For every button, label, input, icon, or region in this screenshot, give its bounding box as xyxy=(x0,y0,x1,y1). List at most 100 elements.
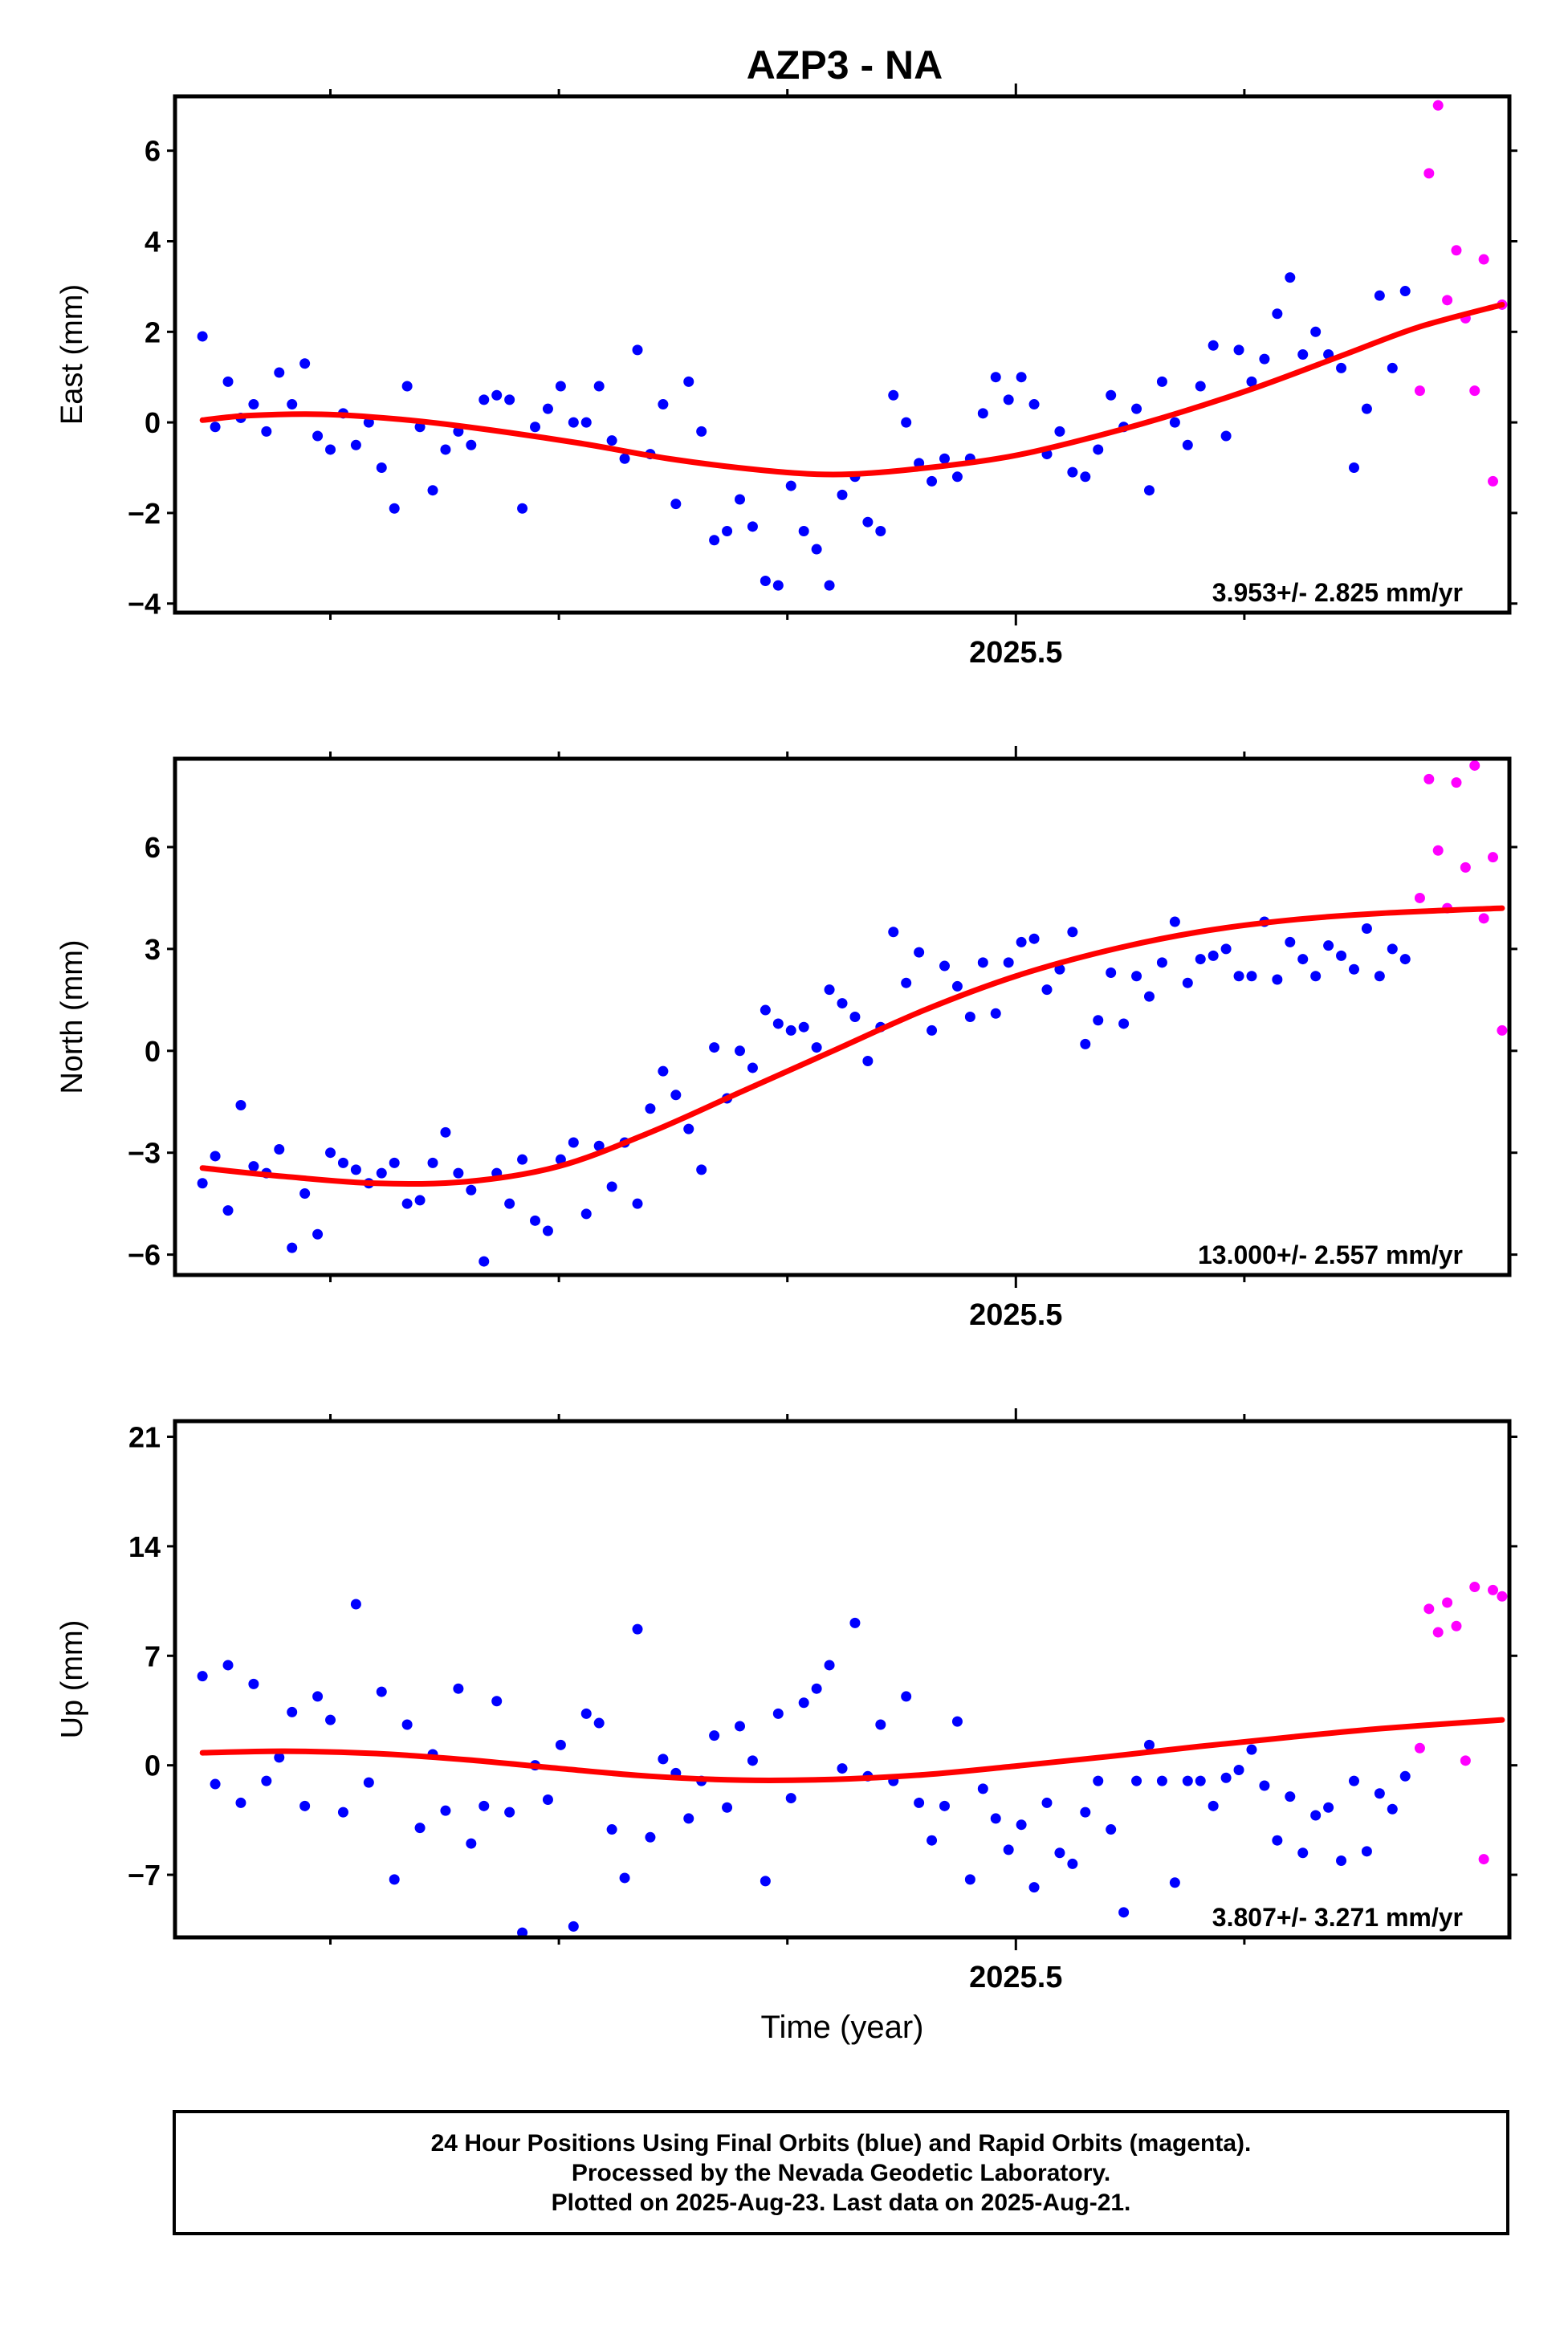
east-final-point xyxy=(530,422,541,433)
up-final-point xyxy=(927,1835,938,1846)
up-final-point xyxy=(785,1793,796,1804)
up-final-point xyxy=(1067,1858,1078,1869)
north-final-point xyxy=(1041,984,1053,996)
east-final-point xyxy=(580,417,592,428)
up-final-point xyxy=(722,1802,733,1813)
north-final-point xyxy=(1220,943,1232,955)
east-final-point xyxy=(990,372,1001,383)
up-final-point xyxy=(760,1876,771,1887)
north-final-point xyxy=(210,1151,221,1162)
east-final-point xyxy=(862,516,874,528)
east-final-point xyxy=(299,358,311,369)
north-final-point xyxy=(760,1004,771,1016)
north-rapid-point xyxy=(1497,1024,1508,1036)
east-final-point xyxy=(312,430,324,442)
east-rapid-point xyxy=(1488,475,1499,487)
east-rapid-point xyxy=(1432,100,1444,111)
east-points xyxy=(197,100,1508,591)
east-xtick-label: 2025.5 xyxy=(969,636,1062,670)
east-rapid-point xyxy=(1414,385,1425,397)
up-final-point xyxy=(964,1874,975,1885)
up-final-point xyxy=(645,1831,656,1843)
north-final-point xyxy=(632,1198,643,1209)
east-ytick-label: 2 xyxy=(145,316,161,348)
north-final-point xyxy=(453,1167,464,1179)
up-final-point xyxy=(1399,1770,1411,1782)
north-final-point xyxy=(593,1140,605,1151)
up-final-point xyxy=(555,1739,566,1750)
east-final-point xyxy=(811,544,822,555)
up-final-point xyxy=(1093,1775,1104,1786)
north-final-point xyxy=(811,1042,822,1053)
up-final-point xyxy=(1169,1877,1180,1888)
north-final-point xyxy=(1387,943,1398,955)
north-final-point xyxy=(414,1195,426,1206)
east-final-point xyxy=(1399,286,1411,297)
footer-line-orbits: 24 Hour Positions Using Final Orbits (bl… xyxy=(430,2129,1252,2157)
up-points xyxy=(197,1582,1508,1937)
east-final-point xyxy=(389,503,400,514)
up-final-point xyxy=(1336,1855,1347,1867)
east-final-point xyxy=(772,580,784,591)
east-final-point xyxy=(1143,485,1155,496)
north-final-point xyxy=(645,1103,656,1114)
up-final-point xyxy=(1233,1765,1244,1776)
north-final-point xyxy=(939,960,950,972)
up-final-point xyxy=(274,1752,285,1763)
east-final-point xyxy=(1348,462,1359,474)
east-ytick-label: 0 xyxy=(145,406,161,439)
east-final-point xyxy=(363,417,374,428)
north-final-point xyxy=(1118,1018,1130,1029)
east-final-point xyxy=(837,489,848,500)
up-rapid-point xyxy=(1432,1627,1444,1638)
up-final-point xyxy=(440,1805,451,1816)
north-final-point xyxy=(376,1167,387,1179)
north-final-point xyxy=(1348,963,1359,975)
up-y-axis-label: Up (mm) xyxy=(55,1620,89,1739)
x-axis-label: Time (year) xyxy=(761,2010,924,2045)
north-final-point xyxy=(824,984,835,996)
north-final-point xyxy=(1067,927,1078,938)
figure-title: AZP3 - NA xyxy=(747,43,943,88)
north-points xyxy=(197,760,1508,1267)
up-final-point xyxy=(1106,1824,1117,1835)
north-rapid-point xyxy=(1432,845,1444,856)
up-final-point xyxy=(606,1824,617,1835)
north-final-point xyxy=(785,1024,796,1036)
east-final-point xyxy=(1336,362,1347,373)
east-final-point xyxy=(376,462,387,474)
east-final-point xyxy=(785,480,796,491)
east-final-point xyxy=(888,389,899,401)
up-final-point xyxy=(951,1716,963,1727)
footer-note: 24 Hour Positions Using Final Orbits (bl… xyxy=(173,2110,1509,2235)
north-final-point xyxy=(1272,974,1283,985)
east-final-point xyxy=(325,444,336,455)
north-final-point xyxy=(670,1090,682,1101)
east-final-point xyxy=(568,417,579,428)
up-final-point xyxy=(1297,1847,1309,1859)
north-final-point xyxy=(568,1137,579,1148)
east-final-point xyxy=(466,439,477,450)
up-final-point xyxy=(901,1691,912,1702)
east-final-point xyxy=(517,503,528,514)
up-final-point xyxy=(1054,1847,1065,1859)
up-final-point xyxy=(1220,1772,1232,1783)
east-panel: 6 4 2 0 −2 −4 2025.5 3.953+/- 2.825 mm/yr East (… xyxy=(55,84,1517,670)
east-final-point xyxy=(555,381,566,392)
north-final-point xyxy=(287,1242,298,1253)
north-final-point xyxy=(401,1198,413,1209)
up-final-point xyxy=(517,1927,528,1937)
east-final-point xyxy=(696,426,707,437)
up-final-point xyxy=(1208,1800,1219,1811)
north-final-point xyxy=(1169,916,1180,927)
east-rapid-point xyxy=(1451,245,1462,256)
east-final-point xyxy=(440,444,451,455)
up-final-point xyxy=(619,1872,630,1884)
north-rate-label: 13.000+/- 2.557 mm/yr xyxy=(1198,1240,1463,1269)
east-final-point xyxy=(479,394,490,405)
north-final-point xyxy=(1182,977,1193,988)
north-final-point xyxy=(914,947,925,958)
up-final-point xyxy=(632,1623,643,1635)
north-ytick-label: 3 xyxy=(145,933,161,966)
east-final-point xyxy=(1003,394,1014,405)
